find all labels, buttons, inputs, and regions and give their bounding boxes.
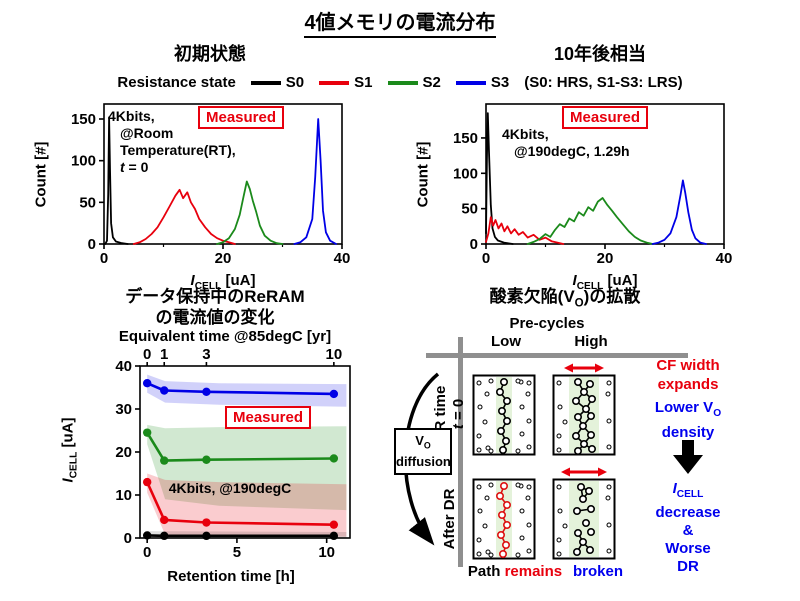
histogram-initial-chart: 0 20 40 0 50 100 150 <box>71 103 350 267</box>
svg-text:0: 0 <box>482 250 490 267</box>
retention-title-line2: の電流値の変化 <box>155 308 275 327</box>
y-axis-label-count: Count [#] <box>32 141 50 208</box>
histogram-initial-panel: Count [#] 0 20 40 0 50 100 150 4Kbits, @Room T… <box>30 98 360 298</box>
filament-cell-t0-low <box>472 374 536 456</box>
annotation-retention-conditions: 4Kbits, @190degC <box>168 480 292 496</box>
filament-cell-t0-high <box>552 374 616 456</box>
s2-line-swatch <box>387 80 418 85</box>
filament-cell-afterdr-low <box>472 478 536 560</box>
y-axis-label-icell: ICELL [uA] <box>59 417 80 483</box>
svg-text:10: 10 <box>115 487 132 504</box>
cf-width-arrow-t0 <box>564 363 604 373</box>
svg-text:0: 0 <box>143 346 151 363</box>
svg-text:1: 1 <box>160 346 168 363</box>
svg-text:100: 100 <box>71 153 96 170</box>
histogram-after-chart: 0 20 40 0 50 100 150 <box>453 103 732 267</box>
measured-badge-after: Measured <box>562 106 649 129</box>
diagram-title: 酸素欠陥(VO)の拡散 <box>489 287 641 310</box>
s3-line-swatch <box>455 80 486 85</box>
legend-note: (S0: HRS, S1-S3: LRS) <box>524 74 683 91</box>
retention-title-line1: データ保持中のReRAM <box>125 287 305 306</box>
svg-text:40: 40 <box>716 250 732 267</box>
y-axis-label-count-after: Count [#] <box>414 141 432 208</box>
precycles-label: Pre-cycles <box>509 315 585 332</box>
svg-text:100: 100 <box>453 165 478 182</box>
svg-text:20: 20 <box>597 250 614 267</box>
svg-text:150: 150 <box>453 130 478 147</box>
equivalent-time-axis-label: Equivalent time @85degC [yr] <box>118 328 332 345</box>
svg-text:0: 0 <box>143 544 151 561</box>
x-axis-label-icell-initial: ICELL [uA] <box>190 272 256 292</box>
icell-decrease-note: ICELL decrease & Worse DR <box>655 480 721 575</box>
lower-vo-density-note: Lower VO density <box>654 399 722 441</box>
retention-panel: データ保持中のReRAM の電流値の変化 Equivalent time @85… <box>55 282 385 601</box>
measured-badge-retention: Measured <box>225 406 312 429</box>
grid-vertical-bar <box>458 337 463 567</box>
path-broken-label: broken <box>572 563 623 580</box>
svg-text:20: 20 <box>115 444 132 461</box>
svg-text:10: 10 <box>318 544 335 561</box>
x-axis-label-retention: Retention time [h] <box>167 568 295 585</box>
annotation-initial-conditions: 4Kbits, @Room Temperature(RT), t = 0 <box>108 108 236 175</box>
cf-width-arrow-afterdr <box>561 467 607 477</box>
svg-text:0: 0 <box>470 236 478 253</box>
svg-text:0: 0 <box>100 250 108 267</box>
col-label-high: High <box>574 333 608 350</box>
s1-line-swatch <box>319 80 350 85</box>
legend-title: Resistance state <box>117 74 236 91</box>
histogram-after-panel: Count [#] 0 20 40 0 50 100 150 4Kbits, @190deg… <box>412 98 742 298</box>
svg-text:0: 0 <box>124 530 132 547</box>
svg-text:3: 3 <box>202 346 210 363</box>
svg-text:10: 10 <box>326 346 343 363</box>
resistance-state-legend: Resistance state S0 S1 S2 S3 (S0: HRS, S… <box>0 74 800 91</box>
svg-text:50: 50 <box>461 201 478 218</box>
svg-text:20: 20 <box>215 250 232 267</box>
subtitle-initial-state: 初期状態 <box>174 44 246 64</box>
legend-item-s3: S3 <box>455 74 509 91</box>
legend-item-s0: S0 <box>250 74 304 91</box>
measured-badge-initial: Measured <box>198 106 285 129</box>
cf-width-expands-note: CF width expands <box>656 357 720 393</box>
svg-text:150: 150 <box>71 111 96 128</box>
col-label-low: Low <box>491 333 521 350</box>
down-arrow <box>673 440 703 474</box>
vo-diffusion-box: VO diffusion <box>394 428 452 475</box>
s0-line-swatch <box>250 80 281 85</box>
grid-horizontal-bar <box>426 353 688 358</box>
x-axis-label-icell-after: ICELL [uA] <box>572 272 638 292</box>
svg-text:0: 0 <box>88 236 96 253</box>
svg-text:50: 50 <box>79 194 96 211</box>
svg-text:40: 40 <box>334 250 350 267</box>
legend-item-s1: S1 <box>319 74 373 91</box>
vo-diffusion-panel: 酸素欠陥(VO)の拡散 Pre-cycles Low High DR time … <box>390 282 798 601</box>
annotation-after-conditions: 4Kbits, @190degC, 1.29h <box>502 126 630 159</box>
path-remains-label: Path remains <box>467 563 563 580</box>
svg-text:40: 40 <box>115 358 132 375</box>
svg-text:30: 30 <box>115 401 132 418</box>
subtitle-after-10yr: 10年後相当 <box>553 44 647 64</box>
filament-cell-afterdr-high <box>552 478 616 560</box>
legend-item-s2: S2 <box>387 74 441 91</box>
svg-text:5: 5 <box>233 544 241 561</box>
page-title: 4値メモリの電流分布 <box>0 6 800 38</box>
